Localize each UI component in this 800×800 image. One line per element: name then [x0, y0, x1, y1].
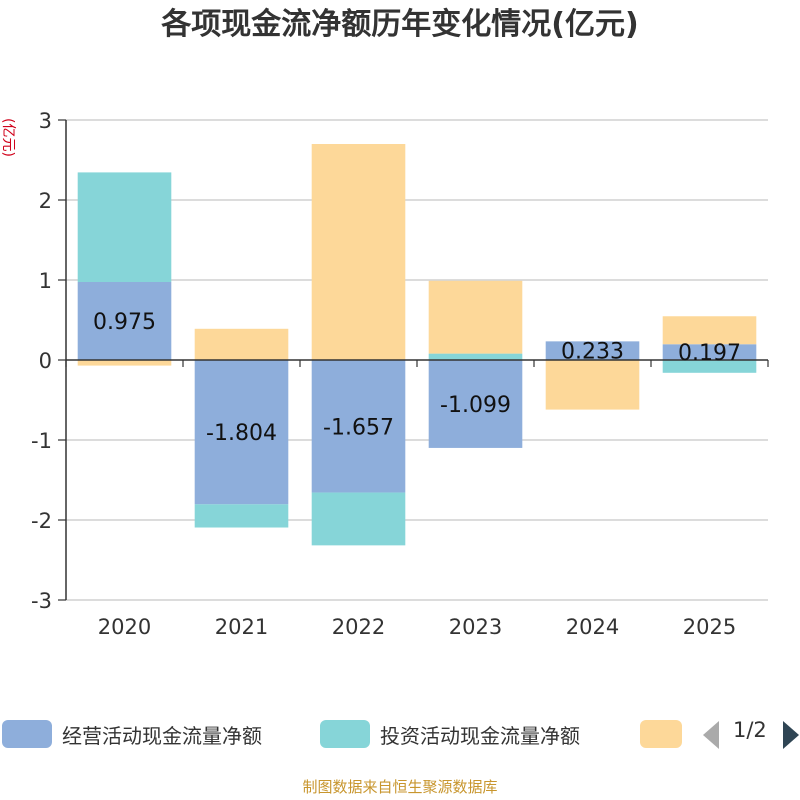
data-label: -1.099 [440, 393, 511, 418]
x-tick-label: 2021 [215, 615, 268, 639]
legend-label: 投资活动现金流量净额 [380, 723, 580, 748]
legend-page-indicator: 1/2 [733, 718, 767, 742]
legend-swatch [320, 720, 370, 748]
x-tick-label: 2025 [683, 615, 736, 639]
bar-series-1-2020[interactable] [77, 282, 172, 360]
bar-series-3-2021[interactable] [194, 328, 289, 360]
bar-series-1-2021[interactable] [194, 360, 289, 505]
y-tick-label: 0 [39, 349, 52, 373]
x-tick-label: 2023 [449, 615, 502, 639]
legend-swatch [2, 720, 52, 748]
data-label: 0.197 [678, 341, 741, 366]
bar-series-1-2024[interactable] [545, 341, 640, 360]
bar-series-1-2023[interactable] [428, 360, 523, 448]
chart-title: 各项现金流净额历年变化情况(亿元) [161, 7, 639, 42]
bar-series-1-2022[interactable] [311, 360, 406, 493]
legend-item-series-3[interactable] [640, 716, 682, 752]
legend-label: 经营活动现金流量净额 [62, 723, 262, 748]
y-tick-label: -2 [31, 509, 52, 533]
legend-next-icon[interactable] [783, 721, 799, 749]
data-label: 0.233 [561, 340, 624, 365]
legend-prev-icon[interactable] [703, 721, 719, 749]
y-tick-label: -3 [31, 589, 52, 613]
bar-series-3-2024[interactable] [545, 360, 640, 410]
bar-series-2-2025[interactable] [662, 360, 757, 373]
y-tick-label: 2 [39, 189, 52, 213]
x-tick-label: 2024 [566, 615, 619, 639]
bar-series-2-2020[interactable] [77, 172, 172, 282]
bar-series-3-2025[interactable] [662, 316, 757, 345]
bar-series-3-2022[interactable] [311, 144, 406, 360]
y-tick-label: -1 [31, 429, 52, 453]
y-tick-label: 3 [39, 109, 52, 133]
data-label: -1.657 [323, 415, 394, 440]
bar-series-2-2023[interactable] [428, 353, 523, 360]
legend-swatch [640, 720, 682, 748]
x-tick-label: 2020 [98, 615, 151, 639]
y-axis-title: (亿元) [0, 118, 16, 157]
legend-item-series-1[interactable]: 经营活动现金流量净额 [2, 716, 262, 752]
data-label: -1.804 [206, 421, 277, 446]
y-tick-label: 1 [39, 269, 52, 293]
data-label: 0.975 [93, 310, 156, 335]
bar-series-2-2021[interactable] [194, 504, 289, 528]
legend-item-series-2[interactable]: 投资活动现金流量净额 [320, 716, 580, 752]
x-tick-label: 2022 [332, 615, 385, 639]
bar-series-1-2025[interactable] [662, 344, 757, 360]
bar-series-2-2022[interactable] [311, 492, 406, 546]
bar-series-3-2020[interactable] [77, 360, 172, 366]
source-note: 制图数据来自恒生聚源数据库 [302, 778, 498, 796]
bar-series-3-2023[interactable] [428, 280, 523, 354]
